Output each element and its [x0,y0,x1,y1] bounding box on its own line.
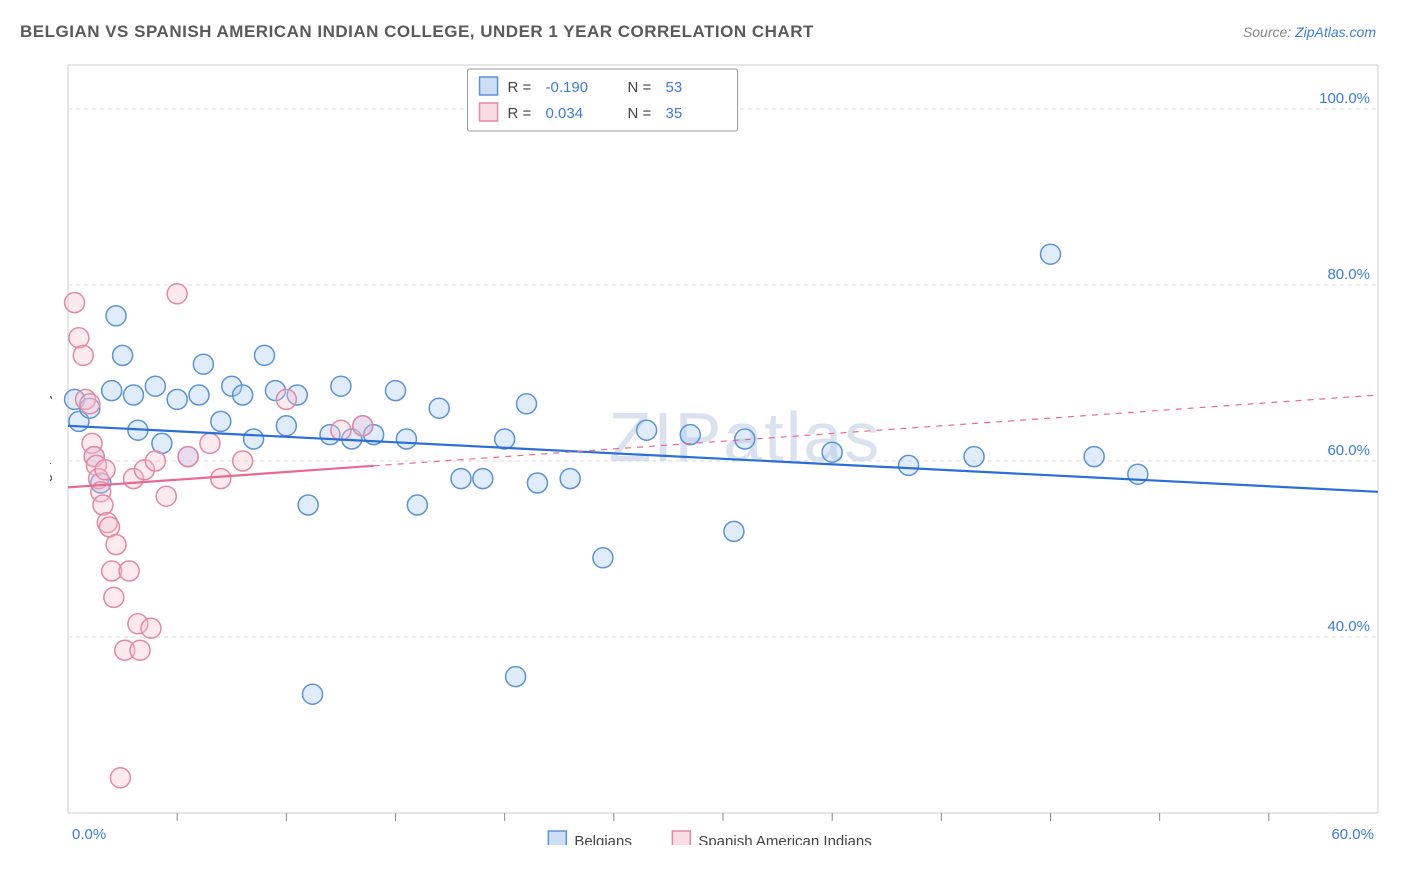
svg-text:80.0%: 80.0% [1327,266,1370,283]
svg-text:R =: R = [508,105,532,122]
svg-text:-0.190: -0.190 [546,79,589,96]
svg-text:Spanish American Indians: Spanish American Indians [698,833,871,845]
svg-text:60.0%: 60.0% [1327,442,1370,459]
svg-text:53: 53 [666,79,683,96]
scatter-chart: 40.0%60.0%80.0%100.0%0.0%60.0%ZIPatlasCo… [50,55,1390,845]
svg-text:N =: N = [628,79,652,96]
svg-text:60.0%: 60.0% [1331,826,1374,843]
source-attribution: Source: ZipAtlas.com [1243,24,1376,40]
chart-container: 40.0%60.0%80.0%100.0%0.0%60.0%ZIPatlasCo… [50,55,1390,845]
svg-text:N =: N = [628,105,652,122]
svg-text:R =: R = [508,79,532,96]
svg-text:0.034: 0.034 [546,105,584,122]
svg-text:100.0%: 100.0% [1319,90,1370,107]
source-label: Source: [1243,24,1295,40]
svg-text:0.0%: 0.0% [72,826,106,843]
svg-text:Belgians: Belgians [574,833,632,845]
source-link[interactable]: ZipAtlas.com [1295,24,1376,40]
svg-text:College, Under 1 year: College, Under 1 year [50,370,53,516]
svg-text:40.0%: 40.0% [1327,618,1370,635]
svg-text:35: 35 [666,105,683,122]
chart-title: BELGIAN VS SPANISH AMERICAN INDIAN COLLE… [20,22,814,42]
